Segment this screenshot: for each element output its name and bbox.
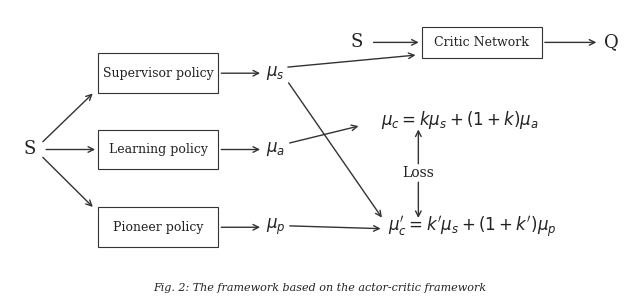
FancyBboxPatch shape [422,27,542,58]
Text: $\mu_s$: $\mu_s$ [266,64,285,82]
FancyBboxPatch shape [98,208,218,247]
Text: $\mu_c' = k'\mu_s + (1+k')\mu_p$: $\mu_c' = k'\mu_s + (1+k')\mu_p$ [388,215,557,240]
Text: $\mu_a$: $\mu_a$ [266,141,285,158]
Text: Loss: Loss [403,166,435,180]
Text: Critic Network: Critic Network [435,36,529,49]
Text: $\mu_c = k\mu_s + (1+k)\mu_a$: $\mu_c = k\mu_s + (1+k)\mu_a$ [381,109,538,131]
Text: S: S [23,141,36,158]
Text: Supervisor policy: Supervisor policy [103,67,214,80]
FancyBboxPatch shape [98,130,218,169]
Text: Q: Q [604,33,620,51]
Text: S: S [351,33,363,51]
Text: Learning policy: Learning policy [109,143,208,156]
Text: Fig. 2: The framework based on the actor-critic framework: Fig. 2: The framework based on the actor… [154,283,486,293]
Text: $\mu_p$: $\mu_p$ [266,217,285,237]
Text: Pioneer policy: Pioneer policy [113,221,204,234]
FancyBboxPatch shape [98,54,218,93]
